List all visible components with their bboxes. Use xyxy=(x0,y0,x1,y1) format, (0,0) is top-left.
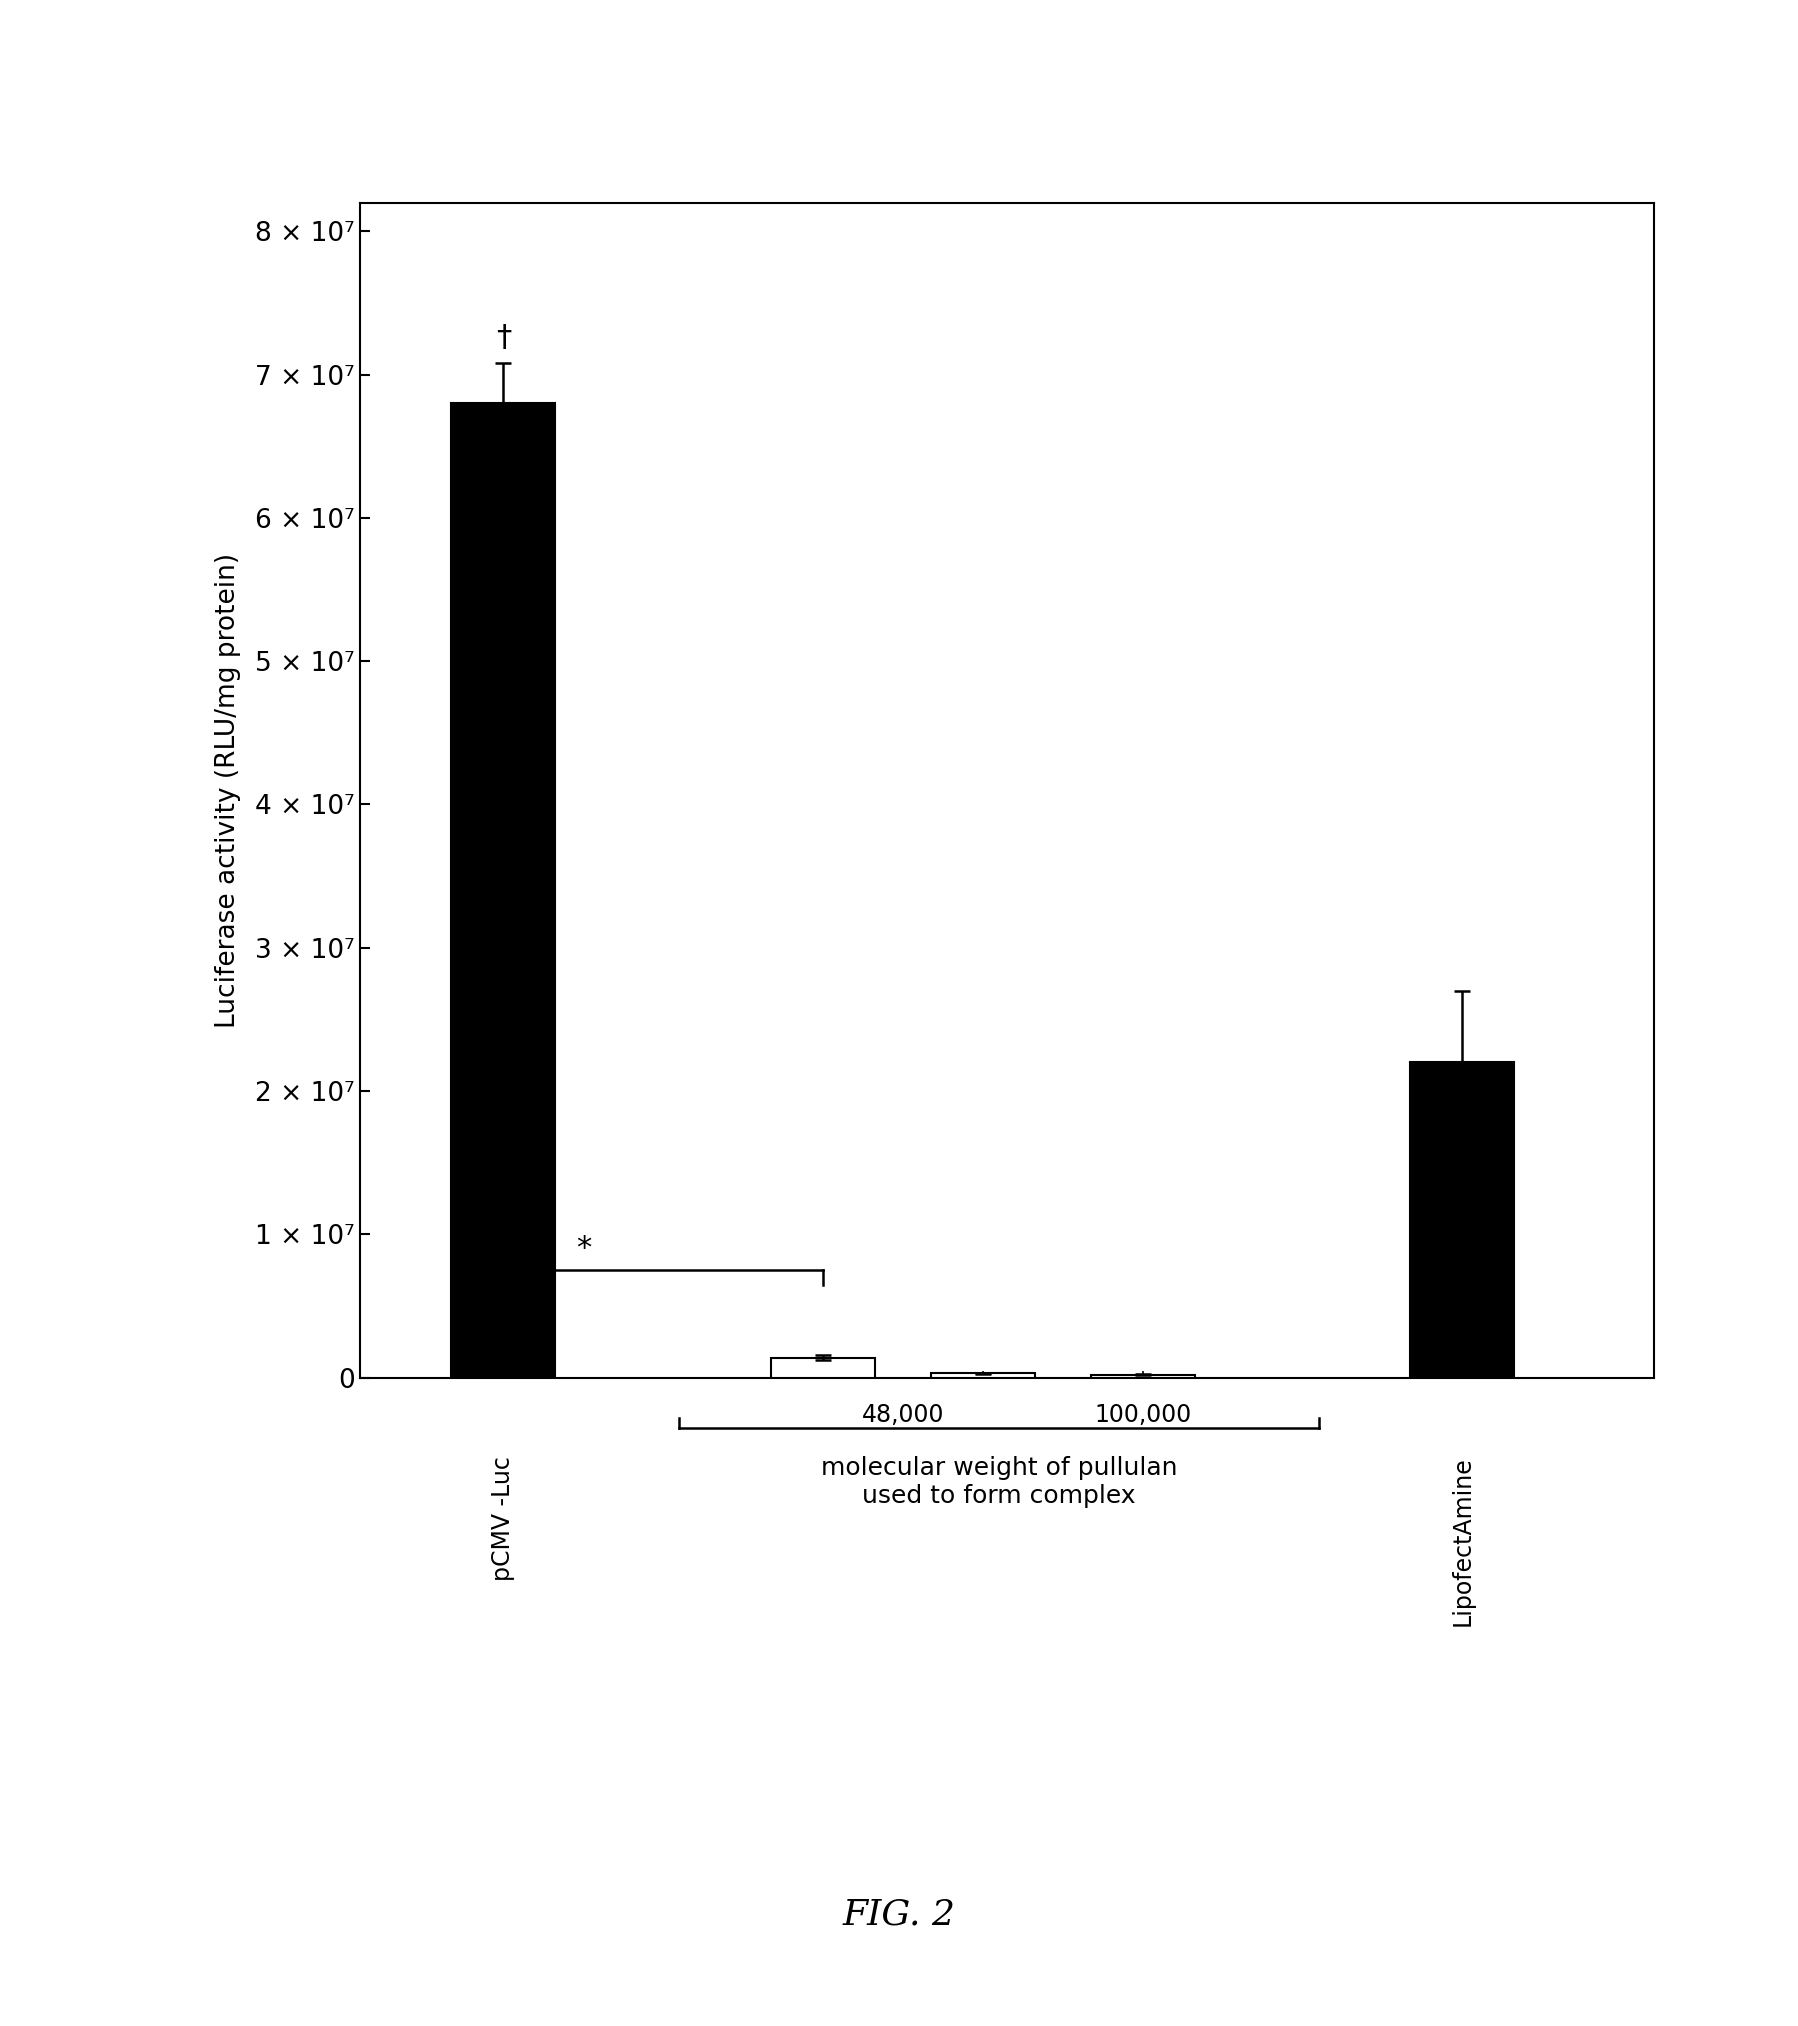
Text: molecular weight of pullulan
used to form complex: molecular weight of pullulan used to for… xyxy=(820,1457,1178,1507)
Text: LipofectAmine: LipofectAmine xyxy=(1451,1457,1474,1627)
Bar xyxy=(1410,1062,1514,1378)
Text: FIG. 2: FIG. 2 xyxy=(843,1898,955,1931)
Bar xyxy=(771,1357,876,1378)
Bar xyxy=(1091,1376,1194,1378)
Text: 100,000: 100,000 xyxy=(1095,1404,1192,1428)
Text: pCMV -Luc: pCMV -Luc xyxy=(491,1457,516,1582)
Bar xyxy=(451,403,556,1378)
Text: 48,000: 48,000 xyxy=(861,1404,944,1428)
Bar xyxy=(931,1374,1036,1378)
Text: †: † xyxy=(496,322,511,353)
Y-axis label: Luciferase activity (RLU/mg protein): Luciferase activity (RLU/mg protein) xyxy=(216,553,241,1027)
Text: *: * xyxy=(575,1234,592,1262)
